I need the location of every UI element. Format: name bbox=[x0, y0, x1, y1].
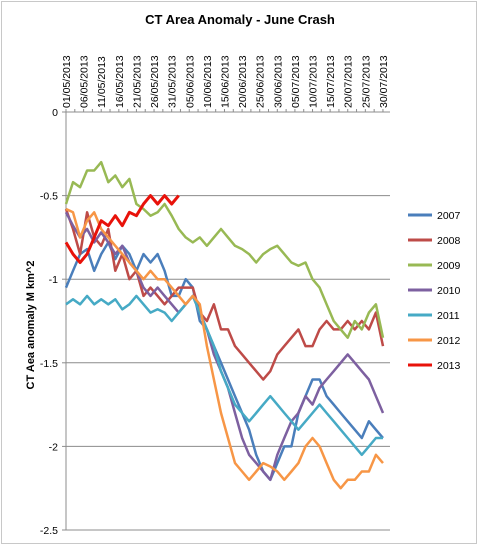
legend-label-2007: 2007 bbox=[437, 210, 461, 222]
series-line-2008 bbox=[64, 208, 385, 381]
gridlines bbox=[66, 195, 390, 531]
x-tick-label: 06/05/2013 bbox=[79, 55, 91, 108]
series-line-2011 bbox=[65, 294, 383, 457]
x-tick-label: 25/06/2013 bbox=[255, 55, 267, 108]
y-tick-label: 0 bbox=[52, 107, 58, 119]
x-tick-label: 05/07/2013 bbox=[290, 55, 302, 108]
y-tick-label: -1 bbox=[49, 274, 58, 286]
x-tick-label: 31/05/2013 bbox=[167, 55, 179, 108]
y-tick-label: -2 bbox=[49, 441, 58, 453]
legend-label-2011: 2011 bbox=[437, 310, 460, 322]
x-tick-label: 15/07/2013 bbox=[325, 55, 337, 108]
x-tick-label: 20/06/2013 bbox=[237, 55, 249, 108]
legend: 2007 2008 2009 2010 2011 2012 2013 bbox=[408, 210, 461, 372]
legend-label-2008: 2008 bbox=[437, 235, 461, 247]
series-line-2010 bbox=[64, 211, 385, 482]
x-tick-labels: 01/05/2013 06/05/2013 11/05/2013 16/05/2013… bbox=[61, 55, 390, 108]
x-tick-label: 21/05/2013 bbox=[131, 55, 143, 108]
y-tick-label: -2.5 bbox=[40, 525, 58, 537]
x-tick-label: 30/06/2013 bbox=[272, 55, 284, 108]
x-tick-label: 01/05/2013 bbox=[61, 55, 73, 108]
legend-label-2013: 2013 bbox=[437, 360, 461, 372]
series-line-2009 bbox=[64, 160, 385, 339]
y-tick-label: -0.5 bbox=[40, 191, 58, 203]
series-line-2007 bbox=[64, 241, 384, 482]
y-tick-label: -1.5 bbox=[40, 358, 58, 370]
x-tick-label: 20/07/2013 bbox=[343, 55, 355, 108]
series-lines bbox=[64, 160, 385, 490]
x-tick-label: 15/06/2013 bbox=[219, 55, 231, 108]
legend-label-2010: 2010 bbox=[437, 285, 461, 297]
y-axis-label: CT Aea anomaly M km^2 bbox=[25, 261, 37, 390]
chart-title: CT Area Anomaly - June Crash bbox=[145, 12, 335, 27]
x-tick-label: 10/07/2013 bbox=[308, 55, 320, 108]
series-line-2012 bbox=[65, 207, 384, 490]
axes bbox=[62, 109, 390, 531]
x-tick-label: 30/07/2013 bbox=[378, 55, 390, 108]
y-tick-labels: 0 -0.5 -1 -1.5 -2 -2.5 bbox=[40, 107, 58, 537]
x-tick-label: 11/05/2013 bbox=[96, 56, 108, 108]
x-tick-label: 05/06/2013 bbox=[184, 55, 196, 108]
legend-label-2012: 2012 bbox=[437, 335, 461, 347]
x-tick-label: 16/05/2013 bbox=[114, 55, 126, 108]
x-tick-label: 10/06/2013 bbox=[202, 55, 214, 108]
x-tick-label: 25/07/2013 bbox=[360, 55, 372, 108]
series-line-2013 bbox=[64, 194, 180, 264]
x-tick-label: 26/05/2013 bbox=[149, 55, 161, 108]
legend-label-2009: 2009 bbox=[437, 260, 461, 272]
